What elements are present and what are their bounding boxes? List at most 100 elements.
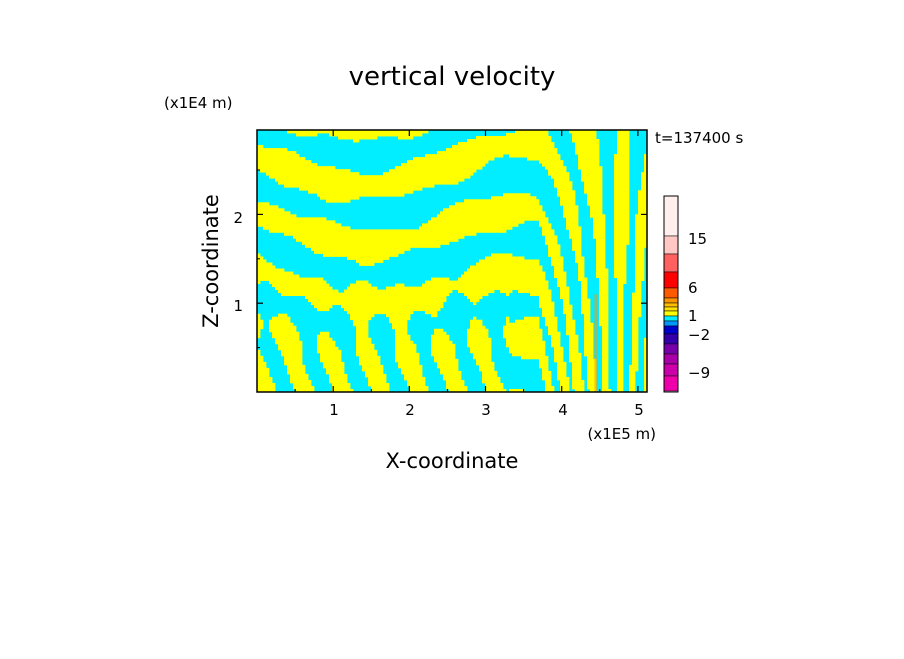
field-positive-band xyxy=(257,163,318,167)
field-positive-band xyxy=(311,247,411,251)
field-positive-band xyxy=(479,367,495,372)
field-positive-band xyxy=(563,214,579,218)
field-positive-band xyxy=(407,379,426,384)
colorbar-label-minus-9: −9 xyxy=(688,364,710,382)
field-positive-band xyxy=(569,229,582,233)
field-positive-band xyxy=(617,304,624,309)
field-positive-band xyxy=(632,304,642,309)
field-positive-band xyxy=(563,211,579,215)
field-positive-band xyxy=(641,175,647,179)
field-positive-band xyxy=(635,217,647,221)
field-positive-band xyxy=(572,382,585,387)
field-positive-band xyxy=(356,334,369,339)
field-positive-band xyxy=(485,385,504,390)
field-positive-band xyxy=(638,205,647,209)
field-positive-band xyxy=(305,295,447,300)
field-positive-band xyxy=(329,133,423,137)
field-positive-band xyxy=(275,178,465,182)
field-positive-band xyxy=(566,322,576,327)
field-positive-band xyxy=(440,367,459,372)
field-positive-band xyxy=(629,382,636,387)
field-positive-band xyxy=(614,268,627,272)
field-positive-band xyxy=(614,160,630,164)
field-positive-band xyxy=(485,388,507,392)
velocity-field xyxy=(257,130,647,392)
field-positive-band xyxy=(557,373,567,378)
field-positive-band xyxy=(350,283,372,287)
field-positive-band xyxy=(617,325,624,330)
chart-title: vertical velocity xyxy=(349,62,556,92)
field-positive-band xyxy=(569,334,579,339)
field-positive-band xyxy=(281,352,303,357)
field-positive-band xyxy=(551,334,561,339)
field-positive-band xyxy=(632,361,639,366)
field-positive-band xyxy=(257,154,300,158)
colorbar-segment xyxy=(663,375,679,392)
field-positive-band xyxy=(554,268,564,272)
field-positive-band xyxy=(644,163,647,167)
field-positive-band xyxy=(464,199,540,203)
field-positive-band xyxy=(350,313,375,318)
field-positive-band xyxy=(587,358,597,363)
field-positive-band xyxy=(422,223,519,227)
field-positive-band xyxy=(431,349,456,354)
field-positive-band xyxy=(617,355,624,360)
field-positive-band xyxy=(638,190,647,194)
field-positive-band xyxy=(614,265,627,269)
colorbar-frame xyxy=(663,195,679,393)
field-positive-band xyxy=(347,286,378,291)
field-positive-band xyxy=(317,340,336,345)
field-positive-band xyxy=(425,310,438,315)
field-positive-band xyxy=(617,295,624,300)
field-positive-band xyxy=(269,229,507,233)
field-positive-band xyxy=(602,382,609,387)
field-positive-band xyxy=(395,340,414,345)
field-positive-band xyxy=(548,244,561,248)
field-positive-band xyxy=(353,319,369,324)
field-positive-band xyxy=(563,208,579,212)
field-positive-band xyxy=(512,352,546,357)
field-positive-band xyxy=(581,172,603,176)
field-positive-band xyxy=(257,379,273,384)
field-positive-band xyxy=(326,370,345,375)
field-positive-band xyxy=(539,364,549,369)
field-positive-band xyxy=(350,316,372,321)
field-positive-band xyxy=(617,346,624,351)
field-positive-band xyxy=(437,151,558,155)
field-positive-band xyxy=(617,343,624,348)
field-positive-band xyxy=(257,313,261,318)
field-positive-band xyxy=(614,178,630,182)
field-positive-band xyxy=(446,148,558,152)
field-positive-band xyxy=(596,247,606,251)
field-positive-band xyxy=(359,262,375,266)
field-positive-band xyxy=(632,325,639,330)
field-positive-band xyxy=(632,349,639,354)
field-positive-band xyxy=(329,373,348,378)
field-positive-band xyxy=(617,136,630,140)
field-positive-band xyxy=(617,130,630,134)
field-positive-band xyxy=(257,166,336,170)
field-positive-band xyxy=(431,352,456,357)
field-positive-band xyxy=(635,232,647,236)
field-positive-band xyxy=(353,139,360,143)
field-positive-band xyxy=(632,331,639,336)
field-positive-band xyxy=(632,316,639,321)
field-positive-band xyxy=(635,274,645,278)
field-positive-band xyxy=(578,265,585,269)
field-positive-band xyxy=(566,220,579,224)
field-positive-band xyxy=(572,373,582,378)
field-positive-band xyxy=(644,340,647,345)
field-positive-band xyxy=(587,382,597,387)
field-positive-band xyxy=(596,268,609,272)
field-positive-band xyxy=(629,364,639,369)
field-positive-band xyxy=(578,157,600,161)
field-positive-band xyxy=(566,328,576,333)
field-positive-band xyxy=(632,358,639,363)
field-positive-band xyxy=(437,361,459,366)
field-positive-band xyxy=(431,337,450,342)
field-positive-band xyxy=(602,346,609,351)
field-positive-band xyxy=(638,202,647,206)
field-positive-band xyxy=(602,340,609,345)
field-positive-band xyxy=(614,199,630,203)
field-positive-band xyxy=(545,235,558,239)
